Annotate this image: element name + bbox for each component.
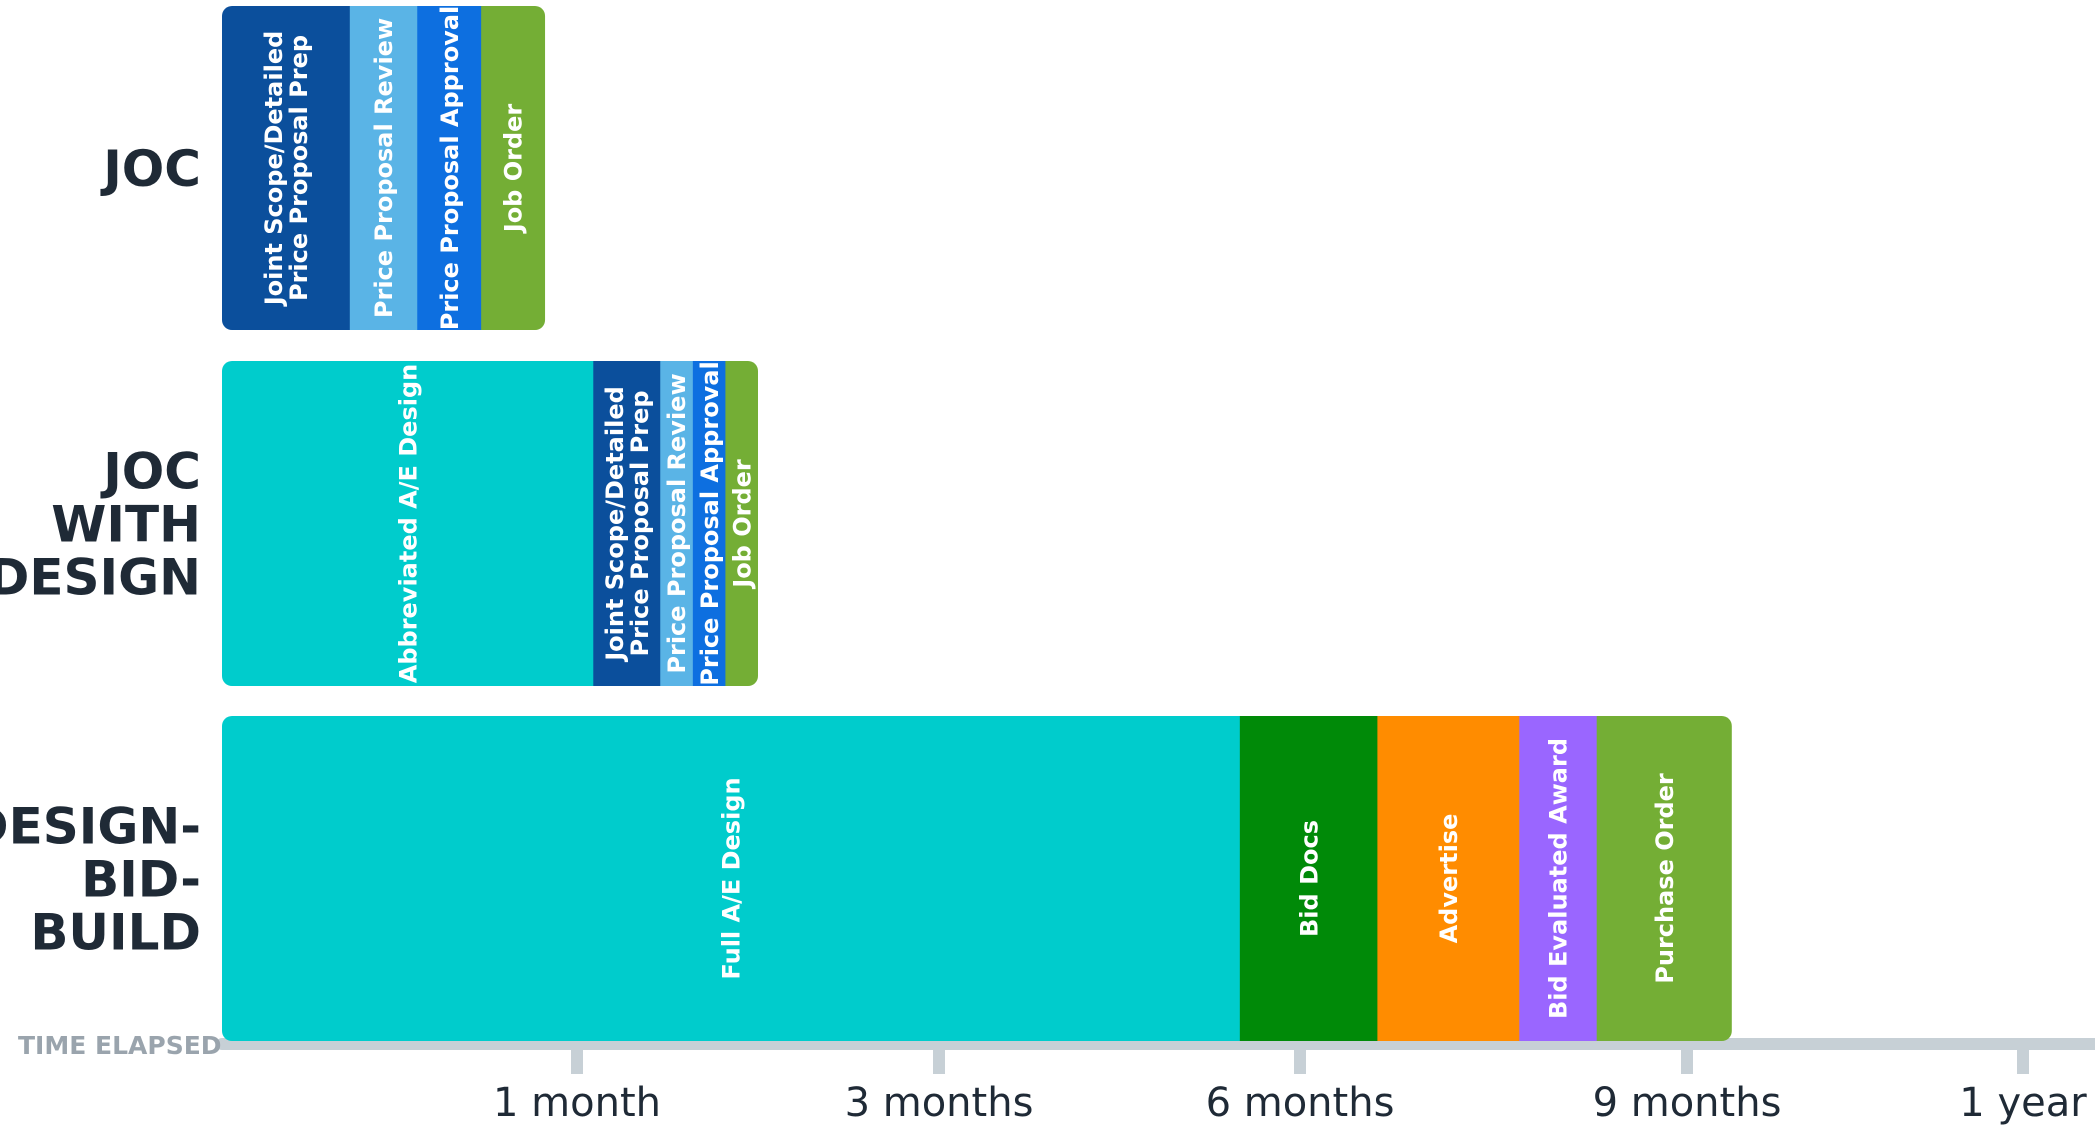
bar-segment <box>692 361 726 686</box>
segment-label: Purchase Order <box>1651 773 1679 984</box>
row-bar <box>222 716 1732 1041</box>
bar-segment <box>1596 716 1732 1041</box>
row-label: BID- <box>81 851 201 909</box>
segment-label: Price Proposal Review <box>663 373 691 673</box>
bar-segment <box>725 361 758 686</box>
tick-label: 1 year <box>1959 1080 2087 1126</box>
row-label: WITH <box>51 496 201 554</box>
segment-label: Advertise <box>1435 814 1463 944</box>
bar-segment <box>593 361 661 686</box>
segment-label: Joint Scope/Detailed <box>601 386 629 663</box>
axis-tick <box>571 1044 583 1074</box>
chart-row: DESIGN-BID-BUILD Full A/E Design Bid Docs A… <box>0 716 1732 1041</box>
segment-label: Price Proposal Approval <box>696 361 724 685</box>
bar-segment <box>1239 716 1378 1041</box>
axis-tick <box>1681 1044 1693 1074</box>
row-label: BUILD <box>30 904 201 962</box>
axis-tick <box>1294 1044 1306 1074</box>
segment-label: Bid Docs <box>1295 820 1323 937</box>
bar-segment <box>481 6 546 330</box>
segment-label: Price Proposal Review <box>370 18 398 318</box>
row-bar <box>222 361 758 686</box>
bar-segment <box>222 716 1241 1041</box>
tick-label: 9 months <box>1593 1080 1782 1126</box>
row-label: DESIGN <box>0 549 201 607</box>
bar-segment <box>1519 716 1598 1041</box>
tick-label: 1 month <box>493 1080 661 1126</box>
bar-segment <box>417 6 482 330</box>
bar-segment <box>222 6 351 330</box>
row-bar <box>222 6 546 330</box>
row-label: DESIGN- <box>0 798 201 856</box>
segment-label: Price Proposal Approval <box>436 6 464 330</box>
segment-label: Price Proposal Prep <box>626 390 654 656</box>
segment-label: Job Order <box>500 104 528 235</box>
axis-title: TIME ELAPSED <box>18 1031 222 1060</box>
bar-segment <box>1377 716 1520 1041</box>
bar-segment <box>349 6 418 330</box>
segment-label: Job Order <box>728 459 756 590</box>
time-axis: 1 month 3 months 6 months 9 months 1 year TIM… <box>18 1031 2095 1126</box>
tick-label: 6 months <box>1206 1080 1395 1126</box>
segment-label: Full A/E Design <box>718 777 746 979</box>
axis-tick <box>2017 1044 2029 1074</box>
axis-tick <box>933 1044 945 1074</box>
segment-label: Joint Scope/Detailed <box>260 31 288 308</box>
segment-label: Bid Evaluated Award <box>1545 738 1573 1019</box>
row-label: JOC <box>100 443 201 501</box>
row-label: JOC <box>100 140 201 198</box>
segment-label: Price Proposal Prep <box>285 35 313 301</box>
segment-label: Abbreviated A/E Design <box>394 364 422 683</box>
tick-label: 3 months <box>845 1080 1034 1126</box>
bar-segment <box>222 361 594 686</box>
bar-segment <box>660 361 694 686</box>
